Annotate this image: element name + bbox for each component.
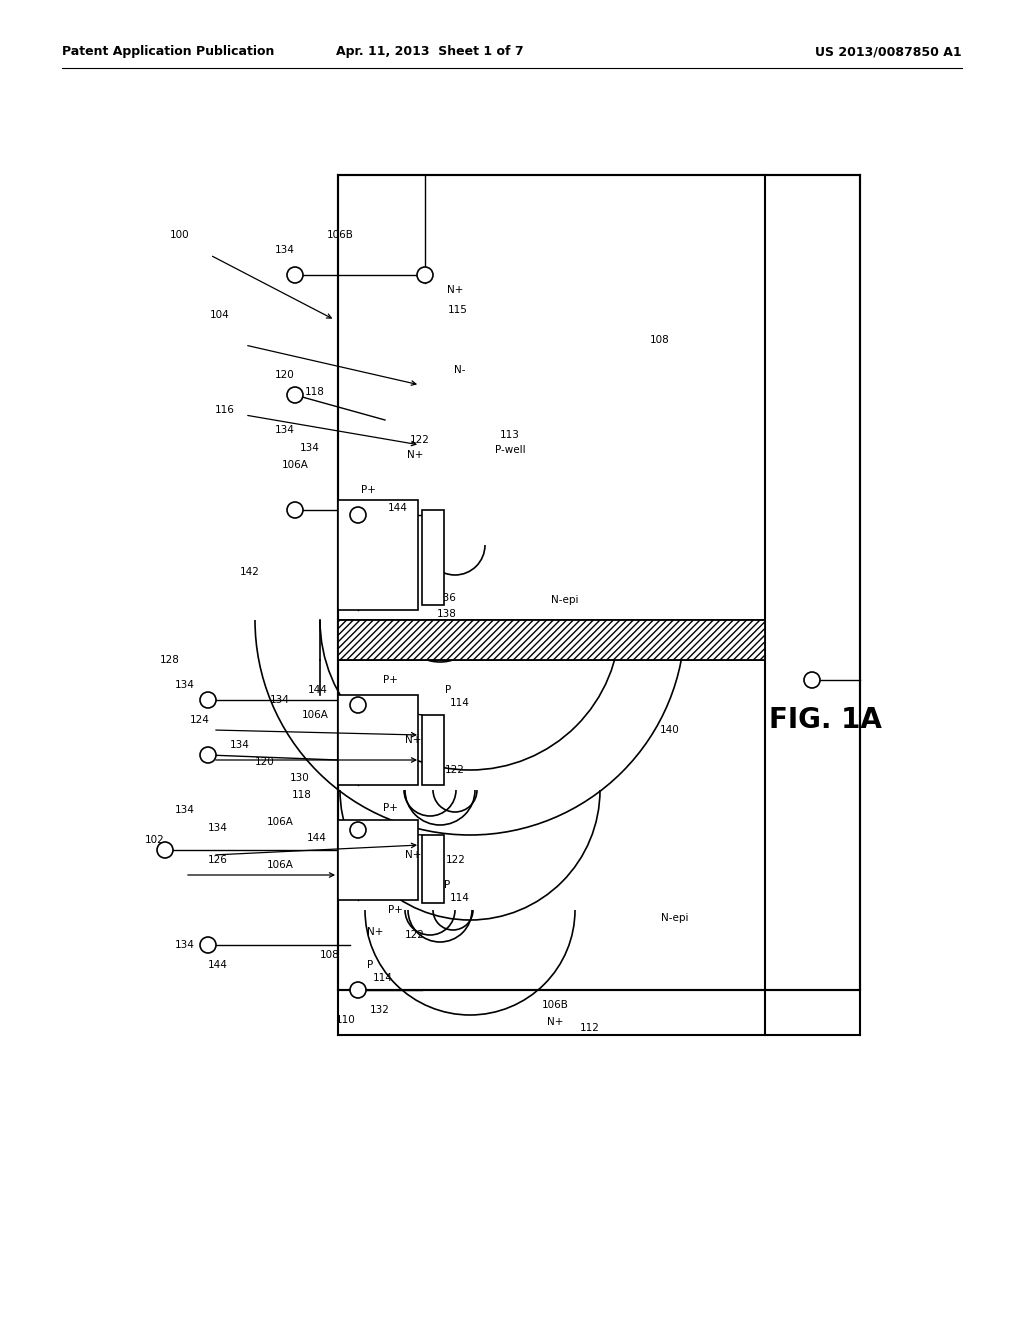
Circle shape — [200, 692, 216, 708]
Bar — [338, 176, 860, 990]
Text: N+: N+ — [404, 735, 421, 744]
Text: 112: 112 — [580, 1023, 600, 1034]
Circle shape — [350, 982, 366, 998]
Text: 122: 122 — [410, 436, 430, 445]
Text: 108: 108 — [650, 335, 670, 345]
Text: 134: 134 — [175, 805, 195, 814]
Text: 134: 134 — [175, 940, 195, 950]
Text: 108: 108 — [321, 950, 340, 960]
Text: 134: 134 — [208, 822, 228, 833]
Bar — [338, 500, 418, 610]
Bar — [338, 820, 418, 900]
Text: 118: 118 — [305, 387, 325, 397]
Text: 115: 115 — [449, 305, 468, 315]
Text: P+: P+ — [383, 803, 397, 813]
Text: N-: N- — [455, 366, 466, 375]
Text: 128: 128 — [160, 655, 180, 665]
Bar — [338, 620, 765, 660]
Text: P: P — [443, 880, 451, 890]
Text: P-well: P-well — [495, 445, 525, 455]
Circle shape — [157, 842, 173, 858]
Text: P+: P+ — [387, 906, 402, 915]
Text: 114: 114 — [451, 698, 470, 708]
Text: N+: N+ — [446, 285, 463, 294]
Text: 130: 130 — [290, 774, 310, 783]
Text: N+: N+ — [407, 450, 423, 459]
Circle shape — [417, 267, 433, 282]
Bar — [422, 715, 444, 785]
Text: 114: 114 — [373, 973, 393, 983]
Circle shape — [350, 507, 366, 523]
Text: 124: 124 — [190, 715, 210, 725]
Text: 144: 144 — [388, 503, 408, 513]
Text: 122: 122 — [445, 766, 465, 775]
Text: 140: 140 — [660, 725, 680, 735]
Text: US 2013/0087850 A1: US 2013/0087850 A1 — [815, 45, 962, 58]
Text: Apr. 11, 2013  Sheet 1 of 7: Apr. 11, 2013 Sheet 1 of 7 — [336, 45, 524, 58]
Text: N-epi: N-epi — [551, 595, 579, 605]
Text: 114: 114 — [451, 894, 470, 903]
Circle shape — [350, 822, 366, 838]
Text: 142: 142 — [240, 568, 260, 577]
Text: P: P — [367, 960, 373, 970]
Text: 134: 134 — [300, 444, 319, 453]
Text: 134: 134 — [175, 680, 195, 690]
Text: 134: 134 — [270, 696, 290, 705]
Text: 106A: 106A — [282, 459, 308, 470]
Text: N+: N+ — [367, 927, 383, 937]
Bar — [422, 510, 444, 605]
Text: 120: 120 — [275, 370, 295, 380]
Text: P+: P+ — [360, 484, 376, 495]
Bar — [338, 696, 418, 785]
Text: 134: 134 — [230, 741, 250, 750]
Circle shape — [804, 672, 820, 688]
Text: 116: 116 — [215, 405, 234, 414]
Text: 126: 126 — [208, 855, 228, 865]
Text: 100: 100 — [170, 230, 189, 240]
Bar — [422, 836, 444, 903]
Circle shape — [287, 502, 303, 517]
Text: P: P — [444, 685, 452, 696]
Text: N-epi: N-epi — [662, 913, 689, 923]
Text: 138: 138 — [437, 609, 457, 619]
Circle shape — [287, 267, 303, 282]
Text: 106B: 106B — [542, 1001, 568, 1010]
Text: 106B: 106B — [327, 230, 353, 240]
Text: 122: 122 — [446, 855, 466, 865]
Text: 118: 118 — [292, 789, 312, 800]
Circle shape — [350, 697, 366, 713]
Text: 144: 144 — [307, 833, 327, 843]
Text: N+: N+ — [547, 1016, 563, 1027]
Text: 102: 102 — [145, 836, 165, 845]
Text: 136: 136 — [437, 593, 457, 603]
Text: 120: 120 — [255, 756, 274, 767]
Text: 106A: 106A — [266, 817, 294, 828]
Text: Patent Application Publication: Patent Application Publication — [62, 45, 274, 58]
Circle shape — [200, 937, 216, 953]
Circle shape — [200, 747, 216, 763]
Text: 106A: 106A — [266, 861, 294, 870]
Text: 104: 104 — [210, 310, 229, 319]
Text: FIG. 1A: FIG. 1A — [769, 706, 882, 734]
Text: 134: 134 — [275, 425, 295, 436]
Text: 122: 122 — [406, 931, 425, 940]
Text: 144: 144 — [208, 960, 228, 970]
Text: 106A: 106A — [301, 710, 329, 719]
Text: 110: 110 — [336, 1015, 356, 1026]
Text: 132: 132 — [370, 1005, 390, 1015]
Circle shape — [287, 387, 303, 403]
Text: 113: 113 — [500, 430, 520, 440]
Text: P+: P+ — [383, 675, 397, 685]
Text: 144: 144 — [308, 685, 328, 696]
Text: N+: N+ — [404, 850, 421, 861]
Text: 134: 134 — [275, 246, 295, 255]
